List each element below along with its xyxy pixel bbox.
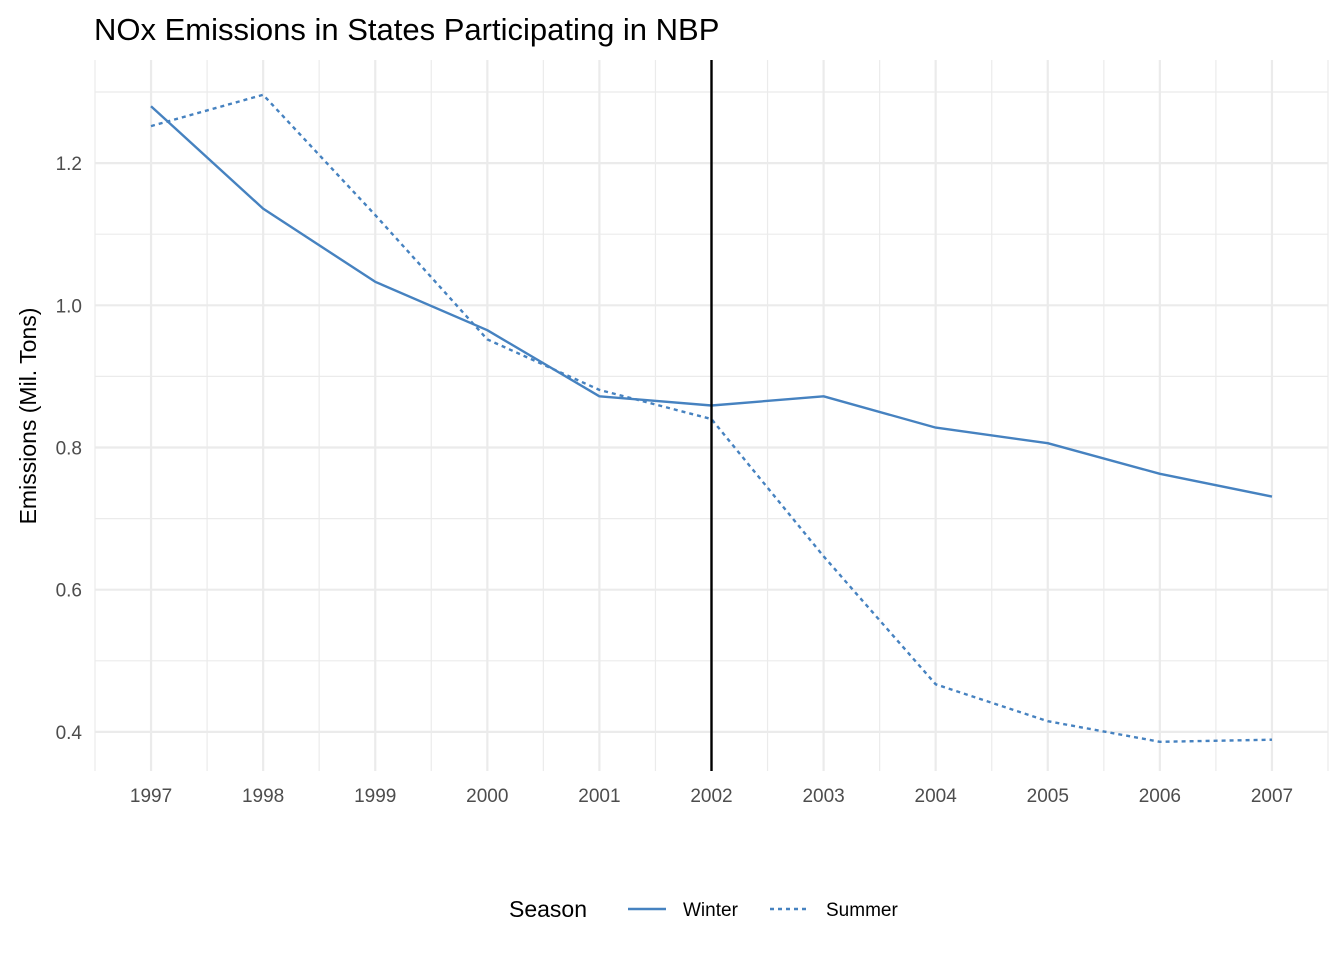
x-tick-label: 2003: [802, 786, 844, 807]
x-axis-tick-labels: 1997 1998 1999 2000 2001 2002 2003 2004 2005 2006…: [130, 786, 1293, 807]
y-tick-label: 0.8: [56, 438, 82, 459]
legend-title: Season: [509, 896, 587, 922]
chart-title: NOx Emissions in States Participating in…: [94, 12, 719, 47]
x-tick-label: 2002: [690, 786, 732, 807]
x-tick-label: 2000: [466, 786, 508, 807]
y-tick-label: 1.0: [56, 296, 82, 317]
x-tick-label: 1997: [130, 786, 172, 807]
x-tick-label: 2007: [1251, 786, 1293, 807]
y-tick-label: 0.4: [56, 723, 83, 744]
legend-label-summer: Summer: [826, 900, 898, 921]
legend: Season Winter Summer: [509, 896, 898, 922]
y-axis-tick-labels: 0.4 0.6 0.8 1.0 1.2: [56, 154, 83, 744]
y-tick-label: 0.6: [56, 581, 82, 602]
series-line-summer: [150, 93, 1273, 743]
x-tick-label: 2001: [578, 786, 620, 807]
x-tick-label: 2005: [1027, 786, 1069, 807]
legend-label-winter: Winter: [683, 900, 739, 921]
x-tick-label: 1999: [354, 786, 396, 807]
y-tick-label: 1.2: [56, 154, 82, 175]
x-tick-label: 1998: [242, 786, 284, 807]
x-tick-label: 2006: [1139, 786, 1181, 807]
x-tick-label: 2004: [915, 786, 958, 807]
y-axis-title: Emissions (Mil. Tons): [15, 308, 41, 525]
